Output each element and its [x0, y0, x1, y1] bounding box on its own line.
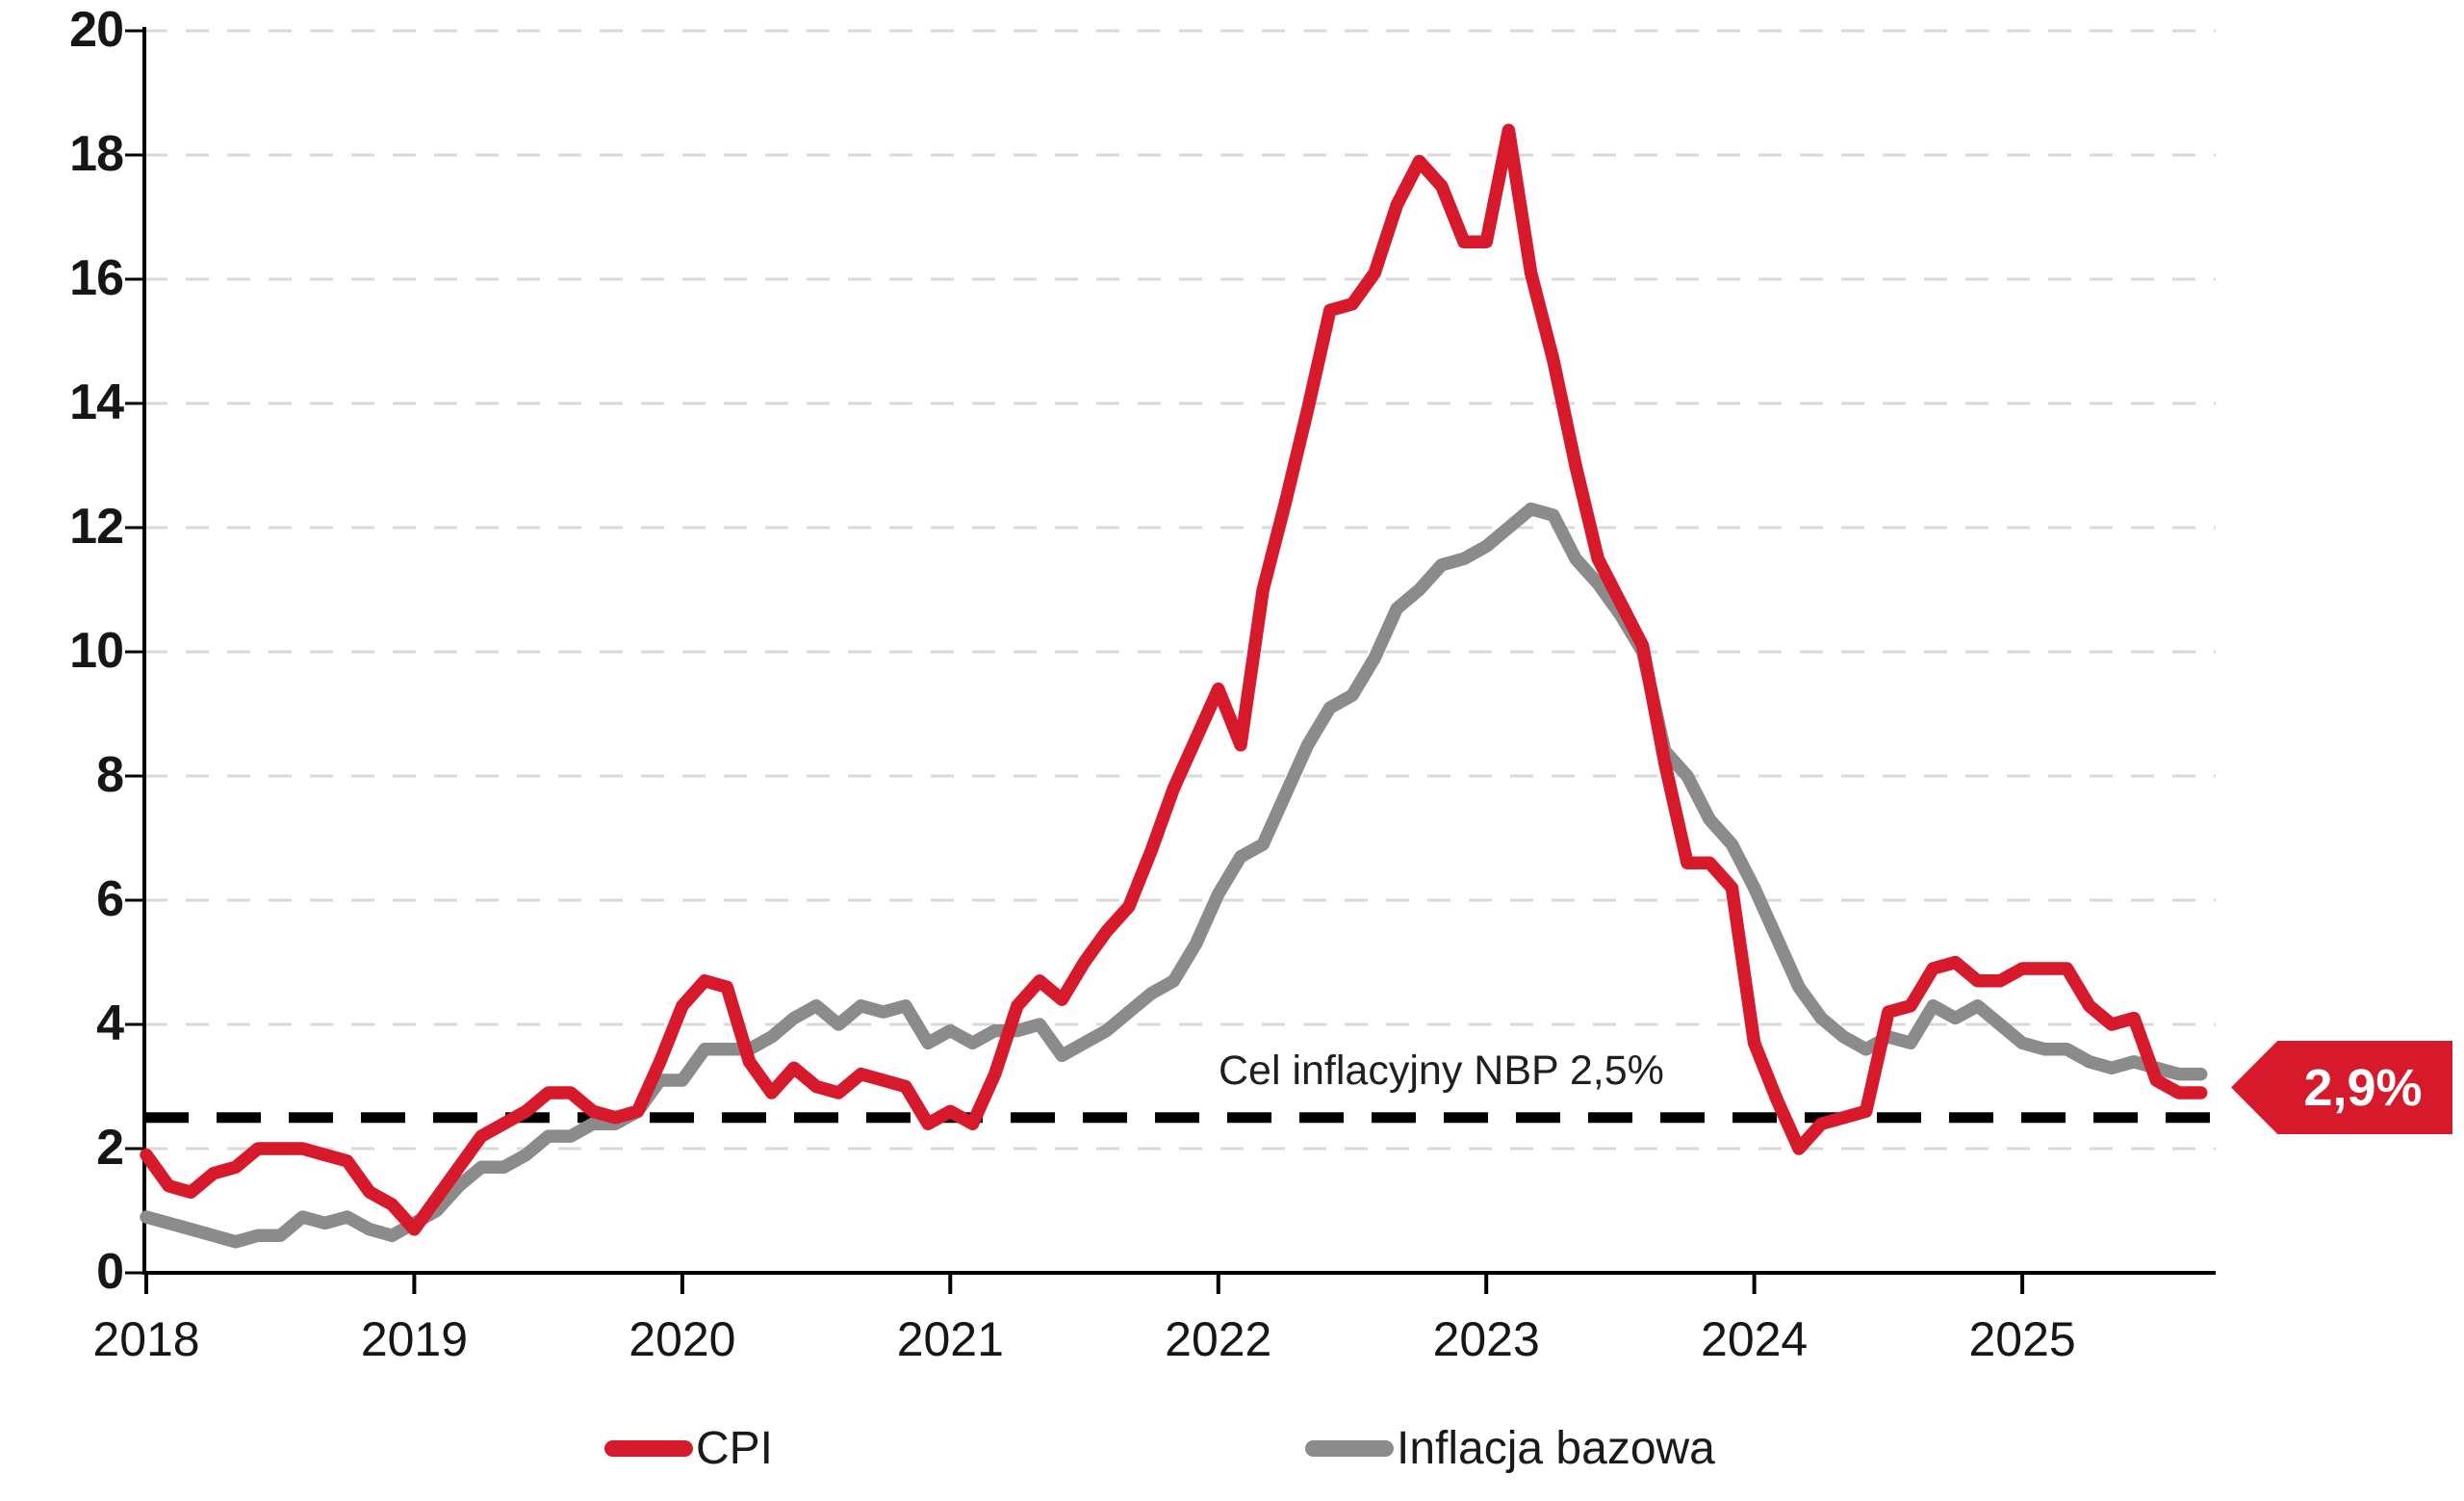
- y-axis-label: 8: [96, 746, 124, 803]
- legend-item-cpi: CPI: [604, 1417, 773, 1479]
- target-line-label: Cel inflacyjny NBP 2,5%: [1219, 1048, 1664, 1094]
- x-axis-label: 2024: [1701, 1312, 1809, 1366]
- y-axis-label: 4: [96, 995, 124, 1051]
- y-axis-label: 14: [69, 374, 124, 430]
- y-axis-label: 18: [69, 125, 124, 182]
- legend: CPI Inflacja bazowa: [0, 1417, 2464, 1479]
- y-axis-label: 20: [69, 1, 124, 58]
- y-axis-label: 16: [69, 249, 124, 306]
- x-axis-label: 2019: [360, 1312, 469, 1366]
- cpi-legend-label: CPI: [696, 1422, 774, 1474]
- current-value-badge: 2,9%: [2231, 1041, 2452, 1134]
- cpi-line: [140, 123, 2208, 1236]
- y-axis-label: 10: [69, 622, 124, 679]
- x-axis-label: 2023: [1432, 1312, 1540, 1366]
- current-value-text: 2,9%: [2303, 1058, 2423, 1117]
- y-axis-label: 0: [96, 1243, 124, 1300]
- x-axis-label: 2018: [92, 1312, 200, 1366]
- x-axis-label: 2021: [896, 1312, 1004, 1366]
- x-axis-label: 2025: [1968, 1312, 2076, 1366]
- core-legend-label: Inflacja bazowa: [1397, 1422, 1715, 1474]
- cpi-legend-swatch: [604, 1439, 693, 1457]
- y-axis-label: 2: [96, 1119, 124, 1176]
- y-axis-label: 6: [96, 870, 124, 927]
- x-axis-label: 2020: [629, 1312, 736, 1366]
- core-legend-swatch: [1305, 1439, 1394, 1457]
- legend-item-core: Inflacja bazowa: [1305, 1417, 1715, 1479]
- core-inflation-line: [140, 502, 2208, 1249]
- y-axis-label: 12: [69, 498, 124, 555]
- x-axis-label: 2022: [1165, 1312, 1272, 1366]
